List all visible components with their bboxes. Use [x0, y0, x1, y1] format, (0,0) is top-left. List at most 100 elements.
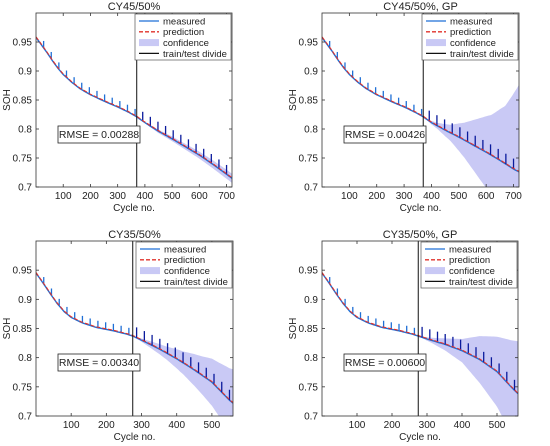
legend-divide-label: train/test divide [449, 277, 513, 288]
chart-title: CY35/50% [108, 229, 161, 241]
x-tick-label: 100 [349, 420, 366, 431]
plot-area [36, 13, 232, 187]
legend-box [135, 241, 233, 289]
x-tick-label: 500 [489, 420, 506, 431]
y-tick-label: 0.7 [18, 412, 32, 423]
y-axis-label: SOH [288, 318, 299, 340]
y-tick-label: 0.85 [299, 96, 319, 107]
x-axis-label: Cycle no. [113, 203, 155, 214]
x-tick-label: 400 [168, 420, 185, 431]
x-tick-label: 100 [55, 191, 72, 202]
legend-confidence-swatch [140, 267, 160, 275]
y-tick-label: 0.9 [18, 67, 32, 78]
x-tick-label: 400 [423, 191, 440, 202]
rmse-label: RMSE = 0.00340 [59, 357, 139, 369]
confidence-band [423, 84, 519, 187]
x-axis-label: Cycle no. [400, 203, 442, 214]
y-tick-label: 0.95 [299, 38, 319, 49]
x-tick-label: 500 [450, 191, 467, 202]
legend-box [134, 13, 232, 61]
legend-divide-label: train/test divide [163, 49, 227, 60]
y-tick-label: 0.85 [299, 324, 319, 335]
y-tick-label: 0.9 [304, 67, 318, 78]
y-tick-label: 0.95 [13, 266, 33, 277]
legend-confidence-label: confidence [164, 266, 210, 277]
y-tick-label: 0.85 [13, 324, 33, 335]
legend-confidence-label: confidence [163, 38, 209, 49]
legend-measured-label: measured [449, 244, 491, 255]
legend-confidence-label: confidence [450, 38, 496, 49]
y-tick-label: 0.75 [299, 382, 319, 393]
rmse-label: RMSE = 0.00600 [345, 357, 425, 369]
x-tick-label: 500 [164, 191, 181, 202]
legend-box [421, 13, 519, 61]
x-tick-label: 200 [368, 191, 385, 202]
y-tick-label: 0.75 [299, 154, 319, 165]
y-tick-label: 0.8 [18, 353, 32, 364]
prediction-line [36, 272, 233, 404]
rmse-box [57, 125, 141, 144]
plot-area [322, 241, 518, 416]
rmse-box [343, 353, 427, 372]
y-axis-label: SOH [288, 89, 299, 111]
prediction-line [36, 36, 232, 179]
x-tick-label: 300 [419, 420, 436, 431]
x-tick-label: 100 [341, 191, 358, 202]
legend-prediction-label: prediction [449, 255, 490, 266]
chart-panel-3: 100 200 300 400 500 0.7 0.75 0.8 0.85 0.9 0.95 CY35… [2, 229, 234, 443]
y-tick-label: 0.9 [18, 295, 32, 306]
x-axis-label: Cycle no. [399, 432, 441, 443]
x-tick-label: 500 [204, 420, 221, 431]
legend-divide-label: train/test divide [450, 49, 514, 60]
y-tick-label: 0.8 [304, 125, 318, 136]
confidence-band [418, 336, 518, 416]
y-tick-label: 0.75 [13, 154, 33, 165]
legend-measured-label: measured [163, 16, 205, 27]
legend-divide-label: train/test divide [164, 277, 228, 288]
rmse-label: RMSE = 0.00288 [59, 129, 139, 141]
y-tick-label: 0.7 [304, 412, 318, 423]
x-tick-label: 700 [218, 191, 235, 202]
x-axis-label: Cycle no. [114, 432, 156, 443]
y-axis-label: SOH [2, 89, 13, 111]
prediction-line [322, 36, 519, 172]
y-tick-label: 0.75 [13, 382, 33, 393]
y-tick-label: 0.95 [13, 38, 33, 49]
chart-title: CY45/50% [108, 1, 161, 13]
x-tick-label: 300 [396, 191, 413, 202]
legend-confidence-swatch [139, 39, 159, 47]
x-tick-label: 300 [133, 420, 150, 431]
prediction-line [322, 272, 518, 394]
chart-title: CY45/50%, GP [383, 1, 458, 13]
legend-box [420, 241, 518, 289]
y-tick-label: 0.7 [304, 183, 318, 194]
x-tick-label: 400 [454, 420, 471, 431]
legend-measured-label: measured [164, 244, 206, 255]
confidence-band [132, 336, 233, 416]
y-tick-label: 0.8 [304, 353, 318, 364]
chart-panel-1: 100 200 300 400 500 600 700 0.7 0.75 0.8 0.85 0.9 0.… [2, 1, 235, 214]
chart-title: CY35/50%, GP [383, 229, 458, 241]
x-tick-label: 200 [98, 420, 115, 431]
legend-confidence-swatch [426, 39, 446, 47]
rmse-label: RMSE = 0.00426 [345, 129, 425, 141]
y-axis-label: SOH [2, 318, 13, 340]
x-tick-label: 700 [505, 191, 522, 202]
x-tick-label: 200 [384, 420, 401, 431]
x-tick-label: 600 [478, 191, 495, 202]
chart-panel-4: 100 200 300 400 500 0.7 0.75 0.8 0.85 0.9 0.95 CY35… [288, 229, 519, 443]
x-tick-label: 600 [191, 191, 208, 202]
plot-area [36, 241, 233, 416]
legend-prediction-label: prediction [164, 255, 205, 266]
y-tick-label: 0.95 [299, 266, 319, 277]
x-tick-label: 400 [137, 191, 154, 202]
rmse-box [57, 353, 141, 372]
legend-prediction-label: prediction [163, 27, 204, 38]
confidence-band [136, 116, 232, 183]
x-tick-label: 100 [63, 420, 80, 431]
rmse-box [343, 125, 427, 144]
